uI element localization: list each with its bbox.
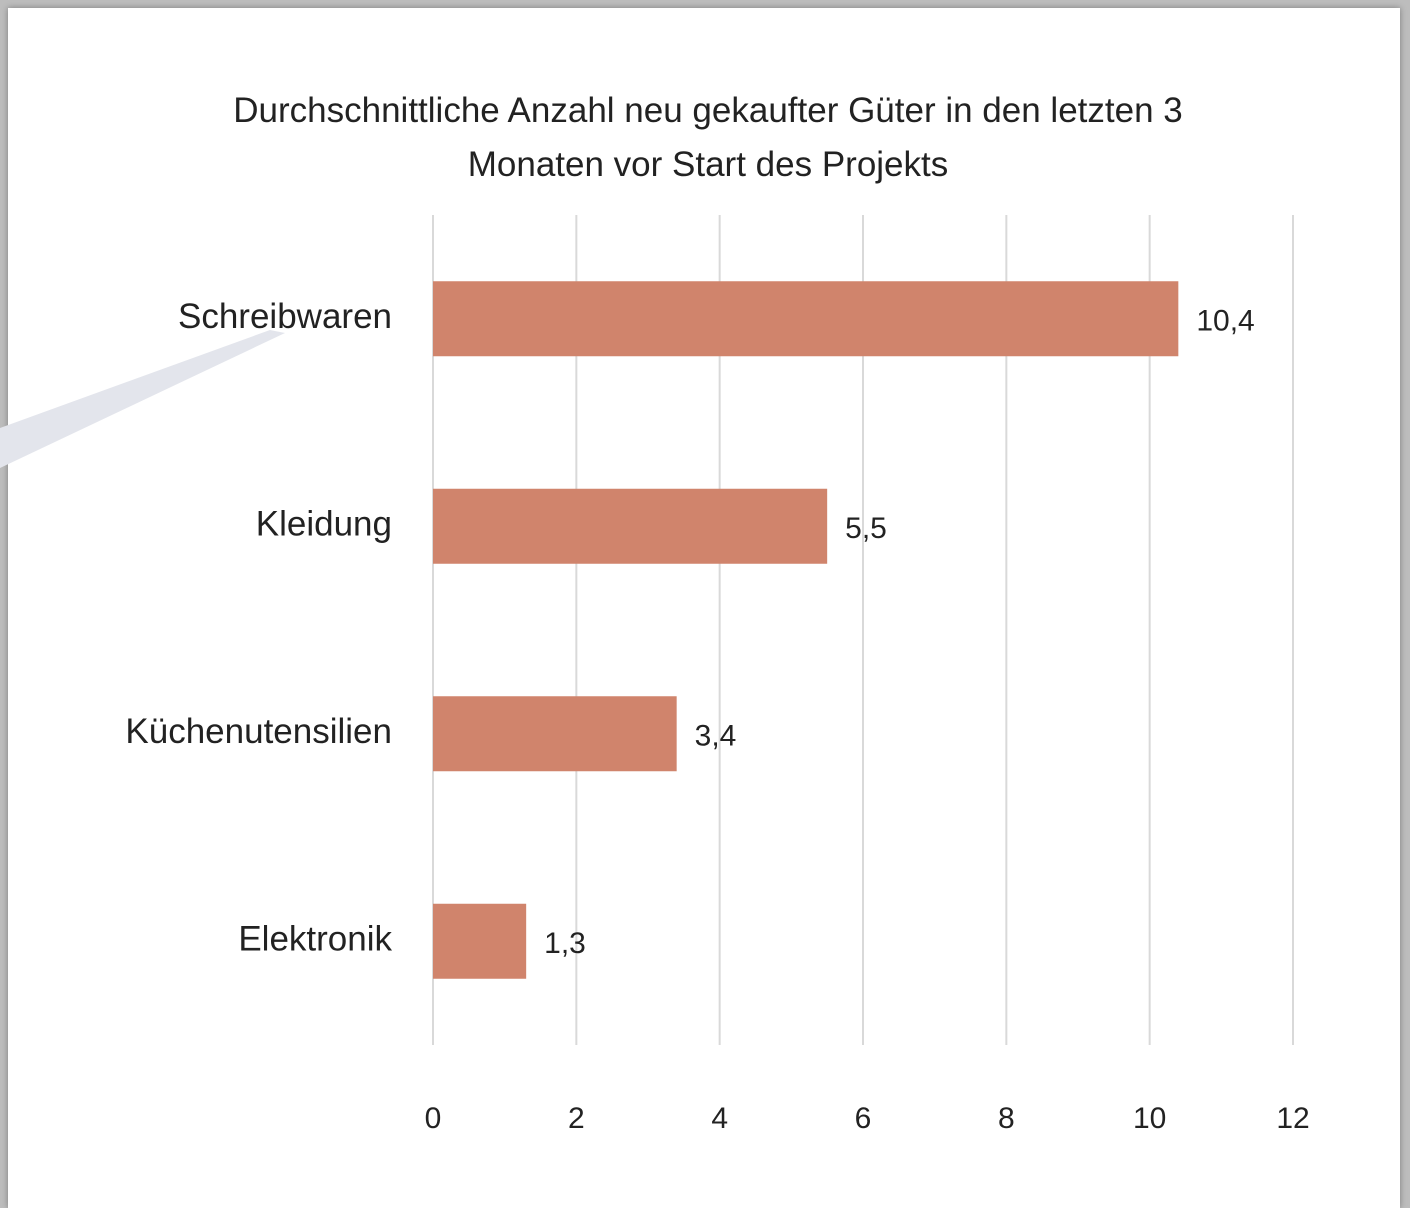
value-label: 10,4 — [1196, 305, 1254, 338]
chart-panel — [8, 8, 1400, 1208]
value-label: 3,4 — [695, 720, 737, 753]
y-tick-label: Küchenutensilien — [125, 712, 392, 751]
value-label: 5,5 — [845, 512, 887, 545]
callout-pointer — [0, 330, 285, 468]
x-tick-label: 10 — [1133, 1102, 1166, 1135]
value-label: 1,3 — [544, 927, 586, 960]
bar — [433, 696, 677, 772]
y-tick-label: Schreibwaren — [178, 297, 392, 336]
x-tick-label: 0 — [425, 1102, 442, 1135]
x-tick-label: 4 — [711, 1102, 728, 1135]
x-tick-label: 2 — [568, 1102, 585, 1135]
x-tick-label: 6 — [855, 1102, 872, 1135]
bar — [433, 281, 1179, 357]
y-tick-label: Elektronik — [238, 920, 392, 959]
x-tick-label: 12 — [1276, 1102, 1309, 1135]
x-tick-label: 8 — [998, 1102, 1015, 1135]
chart-title: Durchschnittliche Anzahl neu gekaufter G… — [233, 91, 1183, 184]
bar — [433, 488, 828, 564]
bar — [433, 903, 527, 979]
y-tick-label: Kleidung — [256, 505, 392, 544]
